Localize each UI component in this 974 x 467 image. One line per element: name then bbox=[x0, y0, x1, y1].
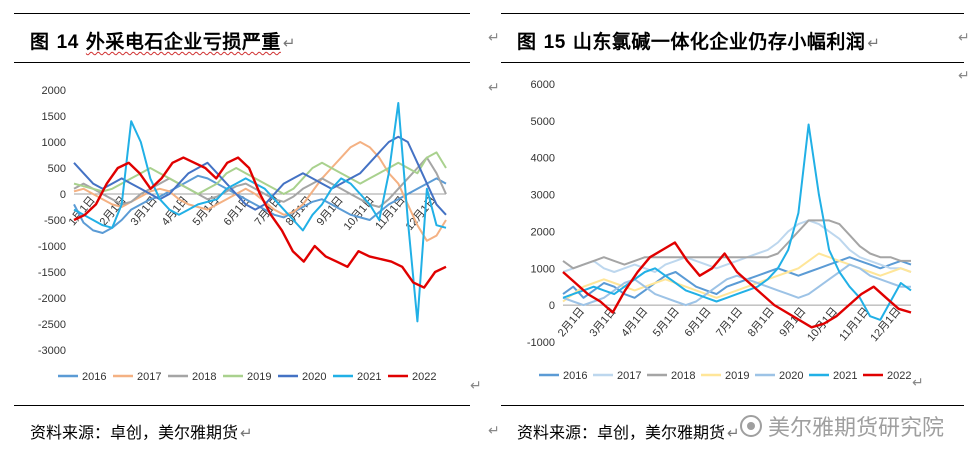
paragraph-mark-icon: ↵ bbox=[488, 423, 500, 439]
bottom-rule bbox=[501, 405, 964, 406]
figure-title: 图 15 山东氯碱一体化企业仍存小幅利润 ↵ bbox=[517, 27, 881, 54]
y-tick-label: -2000 bbox=[38, 293, 66, 305]
series-line-2022 bbox=[562, 241, 912, 329]
y-tick-label: 1500 bbox=[42, 111, 66, 123]
y-tick-label: 500 bbox=[48, 163, 66, 175]
x-tick-label: 2月1日 bbox=[556, 305, 587, 339]
paragraph-mark-icon: ↵ bbox=[958, 30, 970, 46]
legend-label: 2020 bbox=[779, 370, 803, 382]
source-note: 资料来源：卓创，美尔雅期货 ↵ bbox=[517, 419, 740, 443]
series-line-2021 bbox=[562, 123, 912, 321]
y-tick-label: 6000 bbox=[531, 79, 555, 91]
bottom-rule bbox=[14, 405, 470, 406]
title-prefix: 图 bbox=[30, 31, 50, 53]
legend-label: 2022 bbox=[412, 371, 436, 383]
paragraph-mark-icon: ↵ bbox=[470, 378, 482, 394]
legend-label: 2016 bbox=[563, 370, 587, 382]
legend-label: 2019 bbox=[725, 370, 749, 382]
y-tick-label: 4000 bbox=[531, 153, 555, 165]
legend-label: 2017 bbox=[617, 370, 641, 382]
series-line-2020 bbox=[73, 135, 447, 216]
figure-14-panel: 图 14 外采电石企业亏损严重 ↵ 2000 1500 1000 500 0 -500 -10… bbox=[0, 0, 480, 467]
y-tick-label: 5000 bbox=[531, 116, 555, 128]
x-tick-label: 6月1日 bbox=[682, 305, 713, 339]
paragraph-mark-icon: ↵ bbox=[240, 424, 253, 442]
series-line-2017 bbox=[562, 219, 912, 273]
paragraph-mark-icon: ↵ bbox=[488, 80, 500, 96]
y-tick-label: 0 bbox=[60, 189, 66, 201]
y-tick-label: 1000 bbox=[42, 137, 66, 149]
series-line-2020 bbox=[562, 263, 911, 307]
series-line-2022 bbox=[73, 156, 447, 289]
paragraph-mark-icon: ↵ bbox=[282, 34, 296, 52]
y-tick-label: -2500 bbox=[38, 319, 66, 331]
legend-label: 2019 bbox=[247, 371, 271, 383]
title-prefix: 图 bbox=[517, 31, 537, 53]
y-tick-label: 0 bbox=[549, 300, 555, 312]
source-text: 资料来源：卓创，美尔雅期货 bbox=[30, 423, 239, 442]
legend-label: 2021 bbox=[833, 370, 857, 382]
series-line-2018 bbox=[562, 219, 911, 270]
title-rule bbox=[14, 62, 470, 63]
y-tick-label: 2000 bbox=[531, 226, 555, 238]
y-tick-label: -1500 bbox=[38, 267, 66, 279]
x-tick-label: 7月1日 bbox=[714, 305, 745, 339]
x-tick-label: 4月1日 bbox=[619, 305, 650, 339]
chart-15: 6000 5000 4000 3000 2000 1000 0 -1000 2月1日 3月1日 4月… bbox=[501, 70, 961, 404]
source-text: 资料来源：卓创，美尔雅期货 bbox=[517, 423, 726, 442]
y-tick-label: -1000 bbox=[38, 241, 66, 253]
x-tick-label: 5月1日 bbox=[651, 305, 682, 339]
chart-14-svg: 2000 1500 1000 500 0 -500 -1000 -1500 -2000 -2500… bbox=[38, 85, 447, 383]
legend-label: 2018 bbox=[671, 370, 695, 382]
top-rule bbox=[501, 13, 964, 14]
legend-label: 2018 bbox=[192, 371, 216, 383]
legend-label: 2022 bbox=[887, 370, 911, 382]
legend-label: 2016 bbox=[82, 371, 106, 383]
title-rule bbox=[501, 62, 964, 63]
series-line-2017 bbox=[73, 141, 447, 242]
legend-label: 2020 bbox=[302, 371, 326, 383]
legend-label: 2021 bbox=[357, 371, 381, 383]
chart-14: 2000 1500 1000 500 0 -500 -1000 -1500 -2000 -2500… bbox=[14, 70, 474, 404]
title-number: 14 bbox=[56, 32, 79, 53]
y-tick-label: 2000 bbox=[42, 85, 66, 97]
title-text: 外采电石企业亏损严重 bbox=[85, 31, 281, 53]
x-tick-label: 8月1日 bbox=[746, 305, 777, 339]
source-note: 资料来源：卓创，美尔雅期货 ↵ bbox=[30, 419, 253, 443]
top-rule bbox=[14, 13, 470, 14]
y-tick-label: 3000 bbox=[531, 190, 555, 202]
y-tick-label: -500 bbox=[44, 215, 66, 227]
watermark-text: 美尔雅期货研究院 bbox=[767, 416, 944, 441]
title-number: 15 bbox=[543, 32, 566, 53]
title-text: 山东氯碱一体化企业仍存小幅利润 bbox=[572, 31, 866, 53]
series-line-2016 bbox=[562, 256, 912, 299]
paragraph-mark-icon: ↵ bbox=[912, 375, 924, 391]
series-line-2019 bbox=[73, 151, 447, 195]
paragraph-mark-icon: ↵ bbox=[867, 34, 881, 52]
watermark: 美尔雅期货研究院 bbox=[739, 410, 944, 442]
y-tick-label: -3000 bbox=[38, 345, 66, 357]
paragraph-mark-icon: ↵ bbox=[958, 68, 970, 84]
y-tick-label: 1000 bbox=[531, 263, 555, 275]
wechat-logo-icon bbox=[739, 415, 762, 437]
figure-15-panel: 图 15 山东氯碱一体化企业仍存小幅利润 ↵ 6000 5000 4000 3000 20… bbox=[487, 0, 974, 467]
x-tick-label: 1月1日 bbox=[67, 194, 98, 228]
figure-title: 图 14 外采电石企业亏损严重 ↵ bbox=[30, 27, 296, 54]
series-line-2021 bbox=[73, 102, 447, 323]
y-tick-label: -1000 bbox=[527, 337, 555, 349]
legend-label: 2017 bbox=[137, 371, 161, 383]
paragraph-mark-icon: ↵ bbox=[488, 30, 500, 46]
paragraph-mark-icon: ↵ bbox=[727, 424, 740, 442]
